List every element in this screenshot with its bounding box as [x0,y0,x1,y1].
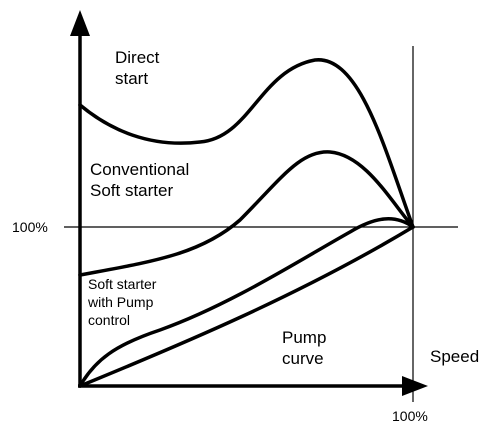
label-line: Pump [282,328,326,347]
y-100-label: 100% [12,219,48,235]
pump-curve [78,225,415,388]
pump-control-curve [78,217,415,388]
label-line: with Pump [87,294,154,310]
label-line: start [115,69,148,88]
direct-start-curve [78,58,415,229]
label-line: Direct [115,48,160,67]
x-axis-label: Speed [430,347,479,366]
direct-start-label: Direct start [115,48,164,88]
conventional-soft-starter-curve [78,150,415,277]
label-line: control [88,312,130,328]
x-100-label: 100% [392,408,428,424]
label-line: Soft starter [90,181,173,200]
pump-control-label: Soft starter with Pump control [87,276,160,328]
y-axis-arrow [70,10,90,36]
label-line: Soft starter [88,276,157,292]
label-line: curve [282,349,324,368]
conventional-label: Conventional Soft starter [90,160,194,200]
pump-curve-label: Pump curve [282,328,331,368]
label-line: Conventional [90,160,189,179]
x-axis-arrow [402,376,428,396]
